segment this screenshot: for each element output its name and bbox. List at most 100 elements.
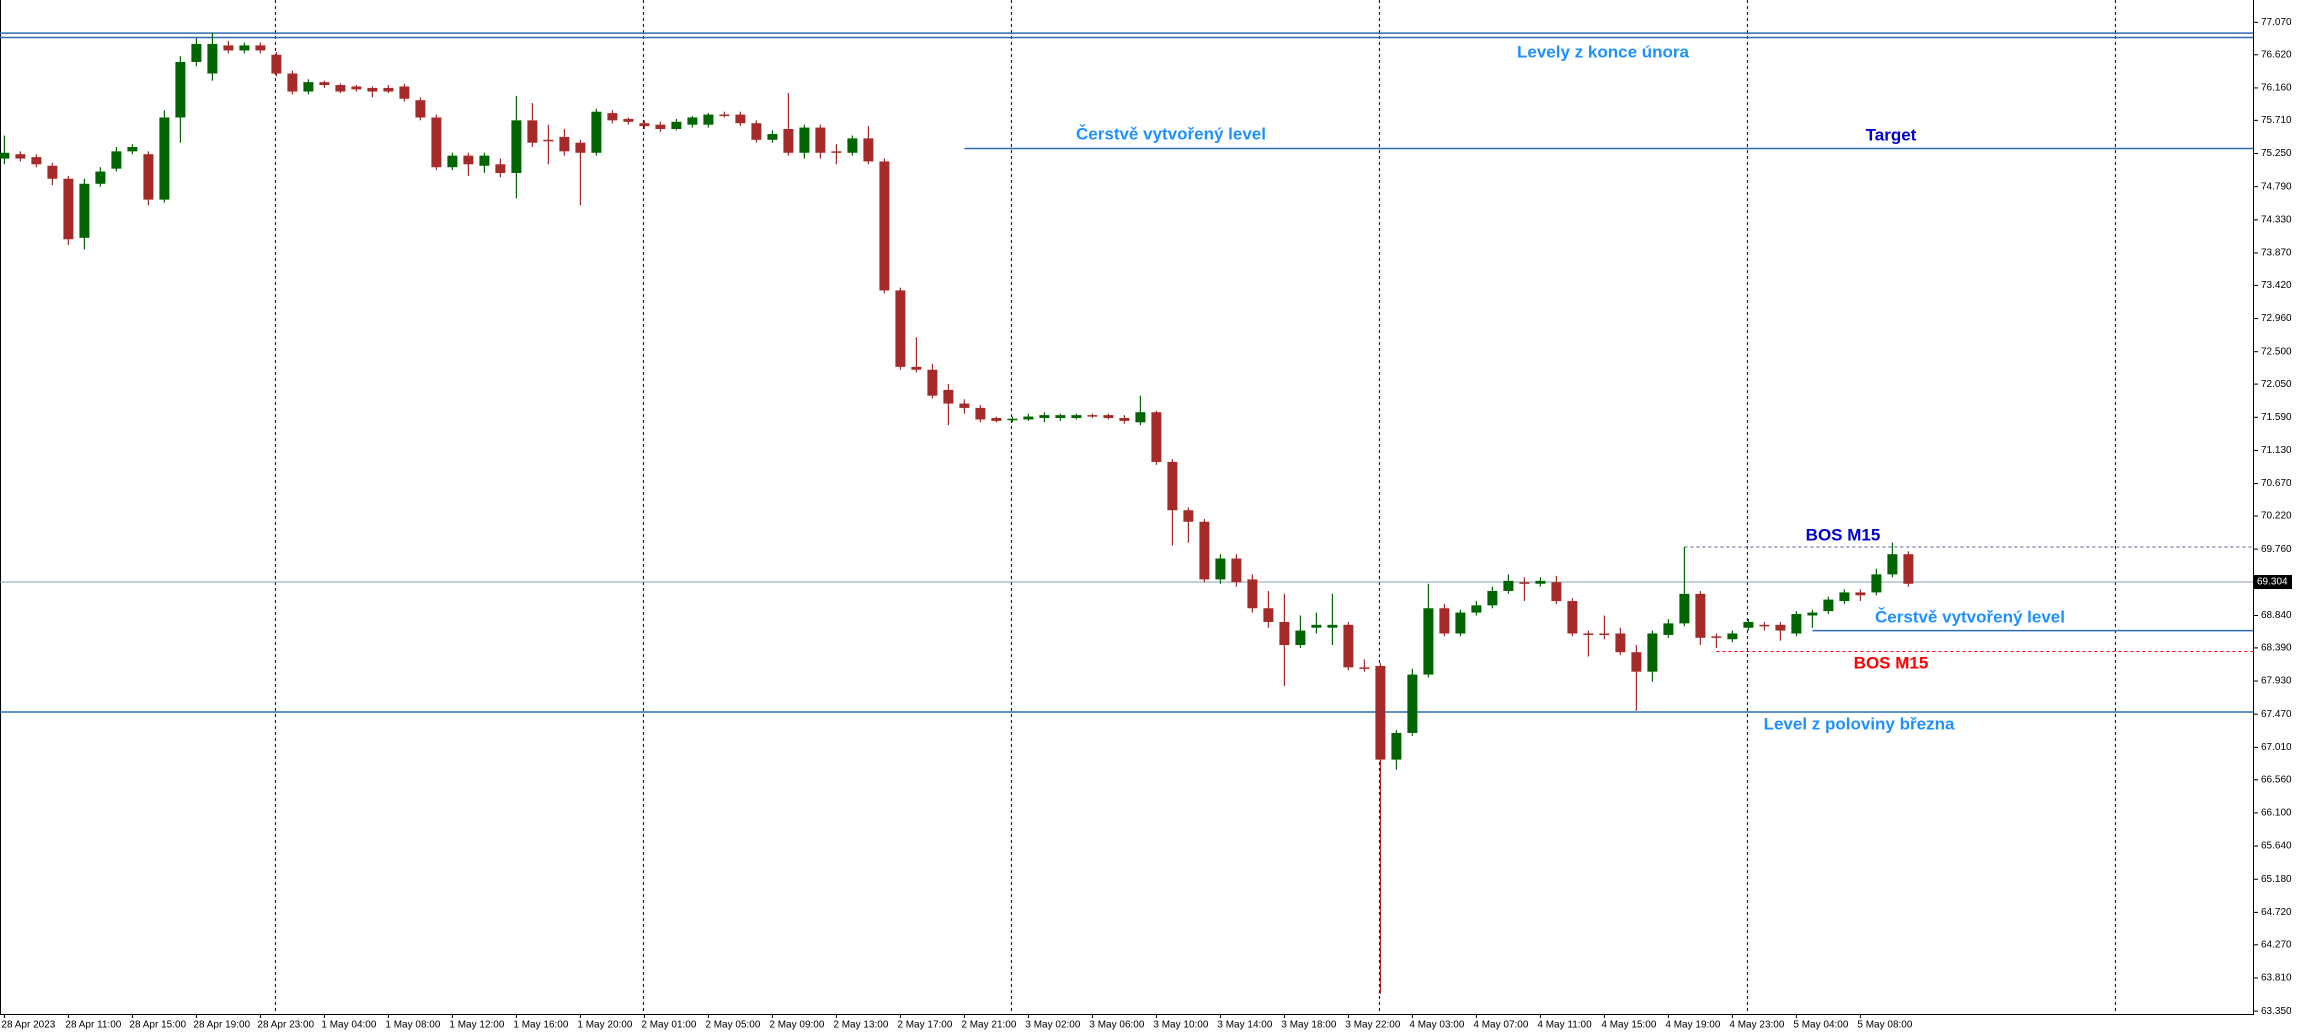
x-tick-label: 4 May 03:00 (1409, 1020, 1464, 1031)
candle-body (943, 389, 954, 404)
candle-body (511, 120, 522, 173)
x-tick-label: 4 May 19:00 (1665, 1020, 1720, 1031)
y-tick-label: 64.720 (2261, 907, 2292, 918)
candle-body (559, 136, 570, 152)
candle-body (1007, 418, 1018, 421)
candle-body (975, 407, 986, 420)
candle-body (1503, 580, 1514, 591)
x-tick-label: 28 Apr 19:00 (193, 1020, 250, 1031)
candle-body (831, 151, 842, 153)
annotation: Target (1866, 125, 1917, 144)
candle-body (1375, 665, 1386, 760)
candle-body (319, 82, 330, 86)
candle-body (1263, 608, 1274, 622)
y-tick-label: 75.710 (2261, 115, 2292, 126)
candle-body (351, 86, 362, 90)
last-price-label: 69.304 (2257, 577, 2288, 588)
y-tick-label: 71.590 (2261, 412, 2292, 423)
x-tick-label: 1 May 12:00 (449, 1020, 504, 1031)
candle-body (415, 100, 426, 118)
candle-body (719, 114, 730, 117)
candle-body (399, 86, 410, 99)
candle-body (1055, 415, 1066, 418)
candle-body (127, 147, 138, 152)
x-tick-label: 4 May 11:00 (1537, 1020, 1592, 1031)
candle-body (463, 155, 474, 165)
x-tick-label: 3 May 18:00 (1281, 1020, 1336, 1031)
candle-body (1647, 633, 1658, 672)
candle-body (815, 127, 826, 153)
annotation: Levely z konce února (1517, 42, 1689, 61)
candle-body (1871, 574, 1882, 593)
x-tick-label: 4 May 07:00 (1473, 1020, 1528, 1031)
x-tick-label: 5 May 08:00 (1857, 1020, 1912, 1031)
candle-body (543, 139, 554, 142)
x-tick-label: 1 May 20:00 (577, 1020, 632, 1031)
annotation: Čerstvě vytvořený level (1076, 124, 1266, 143)
candle-body (687, 117, 698, 125)
y-tick-label: 64.270 (2261, 939, 2292, 950)
candle-body (31, 157, 42, 165)
x-tick-label: 28 Apr 11:00 (65, 1020, 121, 1031)
candle-body (1135, 412, 1146, 423)
x-tick-label: 3 May 10:00 (1153, 1020, 1208, 1031)
candle-body (1199, 521, 1210, 580)
candle-body (703, 114, 714, 125)
y-tick-label: 65.640 (2261, 841, 2292, 852)
candle-body (1071, 415, 1082, 418)
candle-body (1039, 415, 1050, 418)
candle-body (207, 43, 218, 74)
candle-body (1151, 412, 1162, 462)
y-tick-label: 76.620 (2261, 49, 2292, 60)
y-tick-label: 70.670 (2261, 478, 2292, 489)
y-tick-label: 71.130 (2261, 445, 2292, 456)
candle-body (1759, 624, 1770, 627)
candle-body (1311, 624, 1322, 628)
candle-body (1743, 621, 1754, 628)
y-tick-label: 67.930 (2261, 676, 2292, 687)
candle-body (79, 183, 90, 238)
y-tick-label: 63.350 (2261, 1006, 2292, 1017)
candle-body (1775, 624, 1786, 631)
candle-body (1215, 558, 1226, 580)
candle-body (767, 134, 778, 140)
x-tick-label: 4 May 15:00 (1601, 1020, 1656, 1031)
x-tick-label: 2 May 01:00 (641, 1020, 696, 1031)
candle-body (1119, 417, 1130, 421)
x-tick-label: 28 Apr 2023 (1, 1020, 55, 1031)
candle-body (1439, 608, 1450, 634)
candle-body (847, 138, 858, 153)
candle-body (1903, 554, 1914, 584)
candle-body (735, 114, 746, 124)
candle-body (1695, 593, 1706, 638)
y-tick-label: 72.500 (2261, 346, 2292, 357)
y-tick-label: 66.560 (2261, 774, 2292, 785)
candle-body (1167, 461, 1178, 511)
candle-body (607, 113, 618, 121)
candle-body (1535, 580, 1546, 584)
x-tick-label: 5 May 04:00 (1793, 1020, 1848, 1031)
candle-body (143, 154, 154, 200)
candle-body (191, 43, 202, 62)
y-tick-label: 67.010 (2261, 742, 2292, 753)
candle-body (367, 87, 378, 92)
candle-body (1183, 510, 1194, 522)
candle-body (927, 369, 938, 396)
candle-body (1343, 624, 1354, 668)
candle-body (1423, 608, 1434, 675)
x-tick-label: 2 May 13:00 (833, 1020, 888, 1031)
y-tick-label: 77.070 (2261, 17, 2292, 28)
y-tick-label: 66.100 (2261, 808, 2292, 819)
candle-body (47, 165, 58, 179)
x-tick-label: 3 May 14:00 (1217, 1020, 1272, 1031)
candle-body (1023, 416, 1034, 420)
x-tick-label: 1 May 04:00 (321, 1020, 376, 1031)
candle-body (1471, 605, 1482, 613)
candle-body (223, 45, 234, 51)
x-tick-label: 1 May 16:00 (513, 1020, 568, 1031)
candle-body (447, 155, 458, 168)
candle-body (1103, 415, 1114, 418)
candle-body (1823, 599, 1834, 612)
candle-body (335, 85, 346, 92)
